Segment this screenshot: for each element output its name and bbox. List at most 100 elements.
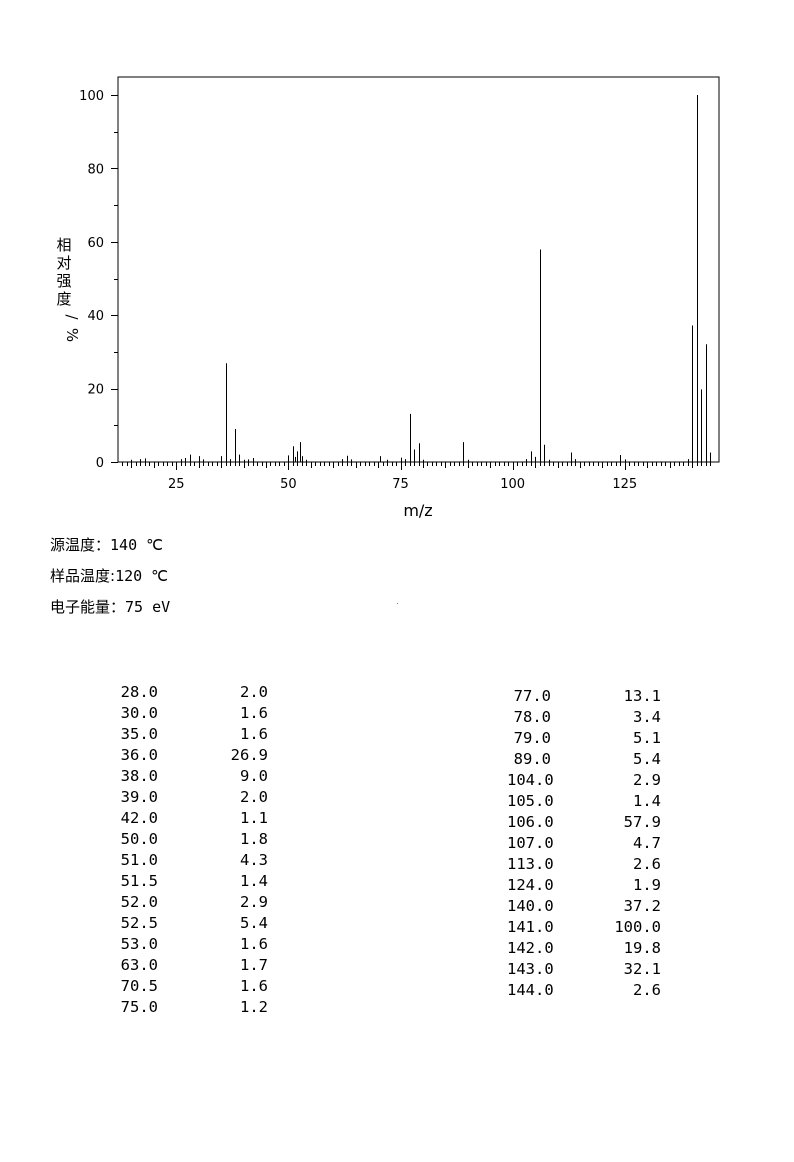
- electron-energy: 电子能量：75 eV: [50, 596, 170, 617]
- electron-energy-label: 电子能量：: [50, 598, 126, 616]
- abundance-value: 1.8: [240, 830, 268, 848]
- table-row: 42.0 1.1: [114, 808, 268, 829]
- table-row: 52.0 2.9: [114, 892, 268, 913]
- mz-value: 51.0: [120, 851, 158, 869]
- source-temperature-label: 源温度：: [50, 536, 111, 554]
- mz-value: 52.0: [120, 893, 158, 911]
- abundance-value: 2.9: [633, 771, 661, 789]
- sample-temperature-label: 样品温度:: [50, 567, 116, 585]
- table-row: 89.0 5.4: [507, 749, 661, 770]
- table-row: 105.0 1.4: [507, 791, 661, 812]
- y-label-char: %: [63, 328, 81, 342]
- mz-value: 113.0: [507, 855, 554, 873]
- abundance-value: 1.4: [633, 792, 661, 810]
- y-tick-label: 100: [79, 89, 104, 104]
- abundance-value: 37.2: [623, 897, 661, 915]
- x-tick-label: 50: [280, 477, 297, 492]
- abundance-value: 5.1: [633, 729, 661, 747]
- mz-value: 38.0: [120, 767, 158, 785]
- mz-value: 78.0: [513, 708, 551, 726]
- x-axis-ticks: 25 50 75 100 125: [122, 462, 711, 492]
- abundance-value: 2.0: [240, 683, 268, 701]
- table-row: 78.0 3.4: [507, 707, 661, 728]
- peak-table-right: 77.0 13.1 78.0 3.4 79.0 5.1 89.0 5.4 104.0 2.9 105…: [507, 686, 661, 1001]
- mz-value: 28.0: [120, 683, 158, 701]
- abundance-value: 1.6: [240, 935, 268, 953]
- mz-value: 52.5: [120, 914, 158, 932]
- peak-table-left: 28.0 2.0 30.0 1.6 35.0 1.6 36.0 26.9 38.0 9.0 39.0…: [114, 682, 268, 1018]
- abundance-value: 1.7: [240, 956, 268, 974]
- abundance-value: 1.9: [633, 876, 661, 894]
- source-temperature: 源温度：140 ℃: [50, 534, 163, 555]
- table-row: 142.0 19.8: [507, 938, 661, 959]
- abundance-value: 5.4: [240, 914, 268, 932]
- mz-value: 142.0: [507, 939, 554, 957]
- x-tick-label: 125: [612, 477, 637, 492]
- abundance-value: 1.6: [240, 977, 268, 995]
- mz-value: 75.0: [120, 998, 158, 1016]
- mz-value: 50.0: [120, 830, 158, 848]
- mz-value: 77.0: [513, 687, 551, 705]
- abundance-value: 1.6: [240, 704, 268, 722]
- y-label-char: 强: [56, 272, 71, 290]
- y-tick-label: 80: [87, 162, 104, 177]
- mz-value: 106.0: [507, 813, 554, 831]
- mz-value: 30.0: [120, 704, 158, 722]
- table-row: 104.0 2.9: [507, 770, 661, 791]
- table-row: 113.0 2.6: [507, 854, 661, 875]
- table-row: 79.0 5.1: [507, 728, 661, 749]
- mz-value: 79.0: [513, 729, 551, 747]
- mz-value: 104.0: [507, 771, 554, 789]
- mz-value: 89.0: [513, 750, 551, 768]
- mz-value: 42.0: [120, 809, 158, 827]
- mz-value: 53.0: [120, 935, 158, 953]
- table-row: 143.0 32.1: [507, 959, 661, 980]
- mz-value: 63.0: [120, 956, 158, 974]
- abundance-value: 2.6: [633, 981, 661, 999]
- abundance-value: 3.4: [633, 708, 661, 726]
- abundance-value: 32.1: [623, 960, 661, 978]
- abundance-value: 9.0: [240, 767, 268, 785]
- y-tick-label: 60: [87, 236, 104, 251]
- table-row: 106.0 57.9: [507, 812, 661, 833]
- x-axis-label: m/z: [403, 501, 432, 520]
- source-temperature-value: 140 ℃: [110, 536, 163, 554]
- abundance-value: 26.9: [230, 746, 268, 764]
- peak-bars: [131, 95, 711, 462]
- abundance-value: 100.0: [614, 918, 661, 936]
- abundance-value: 4.7: [633, 834, 661, 852]
- table-row: 39.0 2.0: [114, 787, 268, 808]
- electron-energy-value: 75 eV: [125, 598, 171, 616]
- stray-dot: [397, 603, 398, 604]
- table-row: 141.0 100.0: [507, 917, 661, 938]
- mz-value: 36.0: [120, 746, 158, 764]
- y-label-char: 相: [56, 236, 71, 254]
- table-row: 51.0 4.3: [114, 850, 268, 871]
- table-row: 36.0 26.9: [114, 745, 268, 766]
- table-row: 140.0 37.2: [507, 896, 661, 917]
- table-row: 50.0 1.8: [114, 829, 268, 850]
- table-row: 124.0 1.9: [507, 875, 661, 896]
- x-tick-label: 25: [168, 477, 185, 492]
- table-row: 52.5 5.4: [114, 913, 268, 934]
- table-row: 30.0 1.6: [114, 703, 268, 724]
- abundance-value: 2.0: [240, 788, 268, 806]
- abundance-value: 13.1: [623, 687, 661, 705]
- abundance-value: 1.6: [240, 725, 268, 743]
- y-tick-label: 40: [87, 309, 104, 324]
- abundance-value: 19.8: [623, 939, 661, 957]
- y-label-char: 对: [56, 254, 71, 272]
- x-tick-label: 75: [392, 477, 409, 492]
- abundance-value: 2.6: [633, 855, 661, 873]
- mz-value: 140.0: [507, 897, 554, 915]
- y-tick-label: 0: [96, 456, 104, 471]
- table-row: 63.0 1.7: [114, 955, 268, 976]
- y-label-char: 度: [56, 290, 71, 308]
- table-row: 70.5 1.6: [114, 976, 268, 997]
- abundance-value: 4.3: [240, 851, 268, 869]
- mz-value: 39.0: [120, 788, 158, 806]
- table-row: 38.0 9.0: [114, 766, 268, 787]
- table-row: 77.0 13.1: [507, 686, 661, 707]
